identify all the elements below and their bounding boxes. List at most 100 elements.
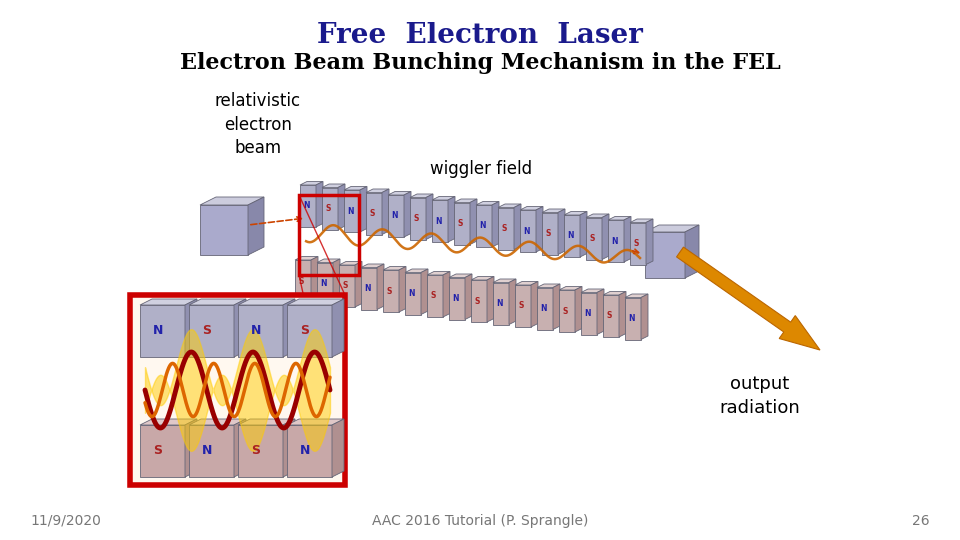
Polygon shape bbox=[287, 425, 332, 477]
Polygon shape bbox=[685, 225, 699, 278]
Polygon shape bbox=[498, 204, 521, 207]
Text: S: S bbox=[300, 325, 309, 338]
Polygon shape bbox=[553, 284, 560, 329]
Text: N: N bbox=[584, 309, 590, 318]
Polygon shape bbox=[361, 267, 377, 309]
Text: relativistic
electron
beam: relativistic electron beam bbox=[215, 92, 301, 157]
Polygon shape bbox=[432, 197, 455, 200]
Text: N: N bbox=[523, 226, 530, 235]
Polygon shape bbox=[470, 199, 477, 245]
Polygon shape bbox=[465, 274, 472, 320]
Text: S: S bbox=[154, 444, 162, 457]
Text: S: S bbox=[474, 296, 480, 306]
Polygon shape bbox=[344, 186, 367, 190]
Polygon shape bbox=[234, 419, 246, 477]
Polygon shape bbox=[427, 275, 443, 317]
Polygon shape bbox=[317, 259, 340, 262]
Polygon shape bbox=[404, 192, 411, 237]
Polygon shape bbox=[200, 205, 248, 255]
Text: Electron Beam Bunching Mechanism in the FEL: Electron Beam Bunching Mechanism in the … bbox=[180, 52, 780, 74]
Polygon shape bbox=[322, 184, 345, 187]
Text: S: S bbox=[607, 312, 612, 321]
Polygon shape bbox=[515, 281, 538, 285]
Text: S: S bbox=[343, 281, 348, 291]
Polygon shape bbox=[316, 181, 323, 227]
Polygon shape bbox=[399, 267, 406, 312]
Polygon shape bbox=[426, 194, 433, 240]
Polygon shape bbox=[536, 206, 543, 252]
Text: S: S bbox=[502, 224, 507, 233]
Polygon shape bbox=[427, 272, 450, 275]
Text: N: N bbox=[202, 444, 212, 457]
Polygon shape bbox=[646, 219, 653, 265]
Polygon shape bbox=[471, 276, 494, 280]
Text: S: S bbox=[370, 209, 375, 218]
Polygon shape bbox=[140, 305, 185, 357]
Polygon shape bbox=[287, 299, 344, 305]
Polygon shape bbox=[520, 210, 536, 252]
Text: N: N bbox=[452, 294, 459, 303]
Text: N: N bbox=[153, 325, 163, 338]
Polygon shape bbox=[283, 299, 295, 357]
Polygon shape bbox=[498, 207, 514, 249]
Polygon shape bbox=[382, 189, 389, 234]
Text: output
radiation: output radiation bbox=[720, 375, 801, 416]
Text: S: S bbox=[414, 214, 420, 223]
Text: S: S bbox=[589, 234, 595, 243]
Polygon shape bbox=[287, 419, 344, 425]
Polygon shape bbox=[603, 295, 619, 337]
Text: N: N bbox=[364, 284, 371, 293]
Polygon shape bbox=[564, 212, 587, 215]
Polygon shape bbox=[189, 305, 234, 357]
Text: N: N bbox=[320, 279, 326, 288]
Polygon shape bbox=[410, 194, 433, 198]
Polygon shape bbox=[476, 205, 492, 247]
Text: S: S bbox=[387, 287, 392, 295]
Polygon shape bbox=[509, 279, 516, 325]
Bar bbox=[299, 195, 359, 275]
Polygon shape bbox=[630, 222, 646, 265]
Polygon shape bbox=[377, 264, 384, 309]
Polygon shape bbox=[410, 198, 426, 240]
Polygon shape bbox=[332, 299, 344, 357]
Text: N: N bbox=[348, 206, 353, 215]
Polygon shape bbox=[537, 287, 553, 329]
Polygon shape bbox=[344, 190, 360, 232]
Text: S: S bbox=[431, 292, 436, 300]
Polygon shape bbox=[630, 219, 653, 222]
Polygon shape bbox=[300, 185, 316, 227]
Polygon shape bbox=[641, 294, 648, 340]
Text: N: N bbox=[251, 325, 261, 338]
Polygon shape bbox=[322, 187, 338, 230]
Text: N: N bbox=[408, 289, 415, 298]
Polygon shape bbox=[238, 425, 283, 477]
Polygon shape bbox=[564, 215, 580, 257]
Polygon shape bbox=[333, 259, 340, 305]
Polygon shape bbox=[355, 261, 362, 307]
Polygon shape bbox=[366, 189, 389, 192]
Polygon shape bbox=[248, 197, 264, 255]
Polygon shape bbox=[602, 214, 609, 260]
Polygon shape bbox=[625, 294, 648, 298]
Text: S: S bbox=[299, 276, 304, 286]
Polygon shape bbox=[189, 299, 246, 305]
Polygon shape bbox=[493, 279, 516, 282]
Polygon shape bbox=[608, 217, 631, 220]
Polygon shape bbox=[487, 276, 494, 322]
Text: N: N bbox=[300, 444, 310, 457]
Polygon shape bbox=[360, 186, 367, 232]
Polygon shape bbox=[383, 267, 406, 270]
Polygon shape bbox=[405, 269, 428, 273]
Text: 11/9/2020: 11/9/2020 bbox=[30, 514, 101, 528]
Text: 26: 26 bbox=[912, 514, 930, 528]
Text: S: S bbox=[458, 219, 463, 228]
Polygon shape bbox=[558, 209, 565, 254]
Polygon shape bbox=[454, 202, 470, 245]
Text: N: N bbox=[628, 314, 635, 323]
Text: S: S bbox=[203, 325, 211, 338]
Polygon shape bbox=[383, 270, 399, 312]
Polygon shape bbox=[448, 197, 455, 242]
Polygon shape bbox=[603, 292, 626, 295]
Text: N: N bbox=[540, 304, 546, 313]
Polygon shape bbox=[645, 232, 685, 278]
